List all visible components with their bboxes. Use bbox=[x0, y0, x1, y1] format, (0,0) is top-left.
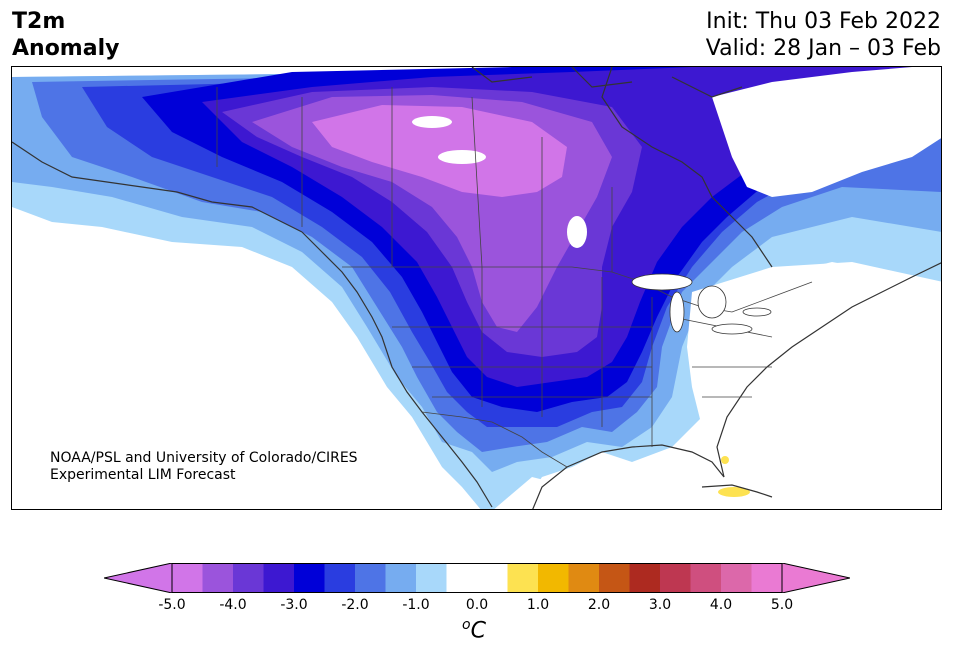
colorbar-segment bbox=[629, 563, 661, 593]
colorbar-over-arrow bbox=[781, 563, 850, 593]
us-mexico-border bbox=[421, 411, 568, 468]
hudson-bay-coast bbox=[601, 67, 773, 268]
colorbar-segment bbox=[172, 563, 203, 593]
colorbar-tick-label: -3.0 bbox=[280, 597, 308, 613]
colorbar-tick-label: 2.0 bbox=[587, 597, 611, 613]
southern-blank bbox=[494, 477, 647, 509]
anomaly-map: NOAA/PSL and University of Colorado/CIRE… bbox=[11, 66, 942, 510]
colorbar-segment bbox=[477, 563, 508, 593]
atlantic-coast bbox=[716, 262, 941, 478]
lake-ontario bbox=[742, 307, 772, 317]
colorbar-outline bbox=[171, 563, 783, 593]
colorbar-tick-label: -5.0 bbox=[158, 597, 186, 613]
colorbar-segment bbox=[568, 563, 600, 593]
map-title: T2m Anomaly bbox=[12, 8, 119, 62]
colorbar-segment bbox=[294, 563, 325, 593]
init-date: Init: Thu 03 Feb 2022 bbox=[706, 9, 941, 34]
credit-line-1: NOAA/PSL and University of Colorado/CIRE… bbox=[50, 450, 358, 466]
colorbar-segment bbox=[599, 563, 630, 593]
colorbar-segment bbox=[385, 563, 417, 593]
lake-erie bbox=[711, 323, 753, 335]
colorbar-segment bbox=[690, 563, 722, 593]
map-canvas bbox=[12, 67, 941, 509]
title-line-1: T2m bbox=[12, 9, 66, 34]
title-line-2: Anomaly bbox=[12, 36, 120, 61]
alaska-coast bbox=[12, 141, 303, 233]
great-bear-lake bbox=[438, 150, 486, 164]
cuba-warm bbox=[718, 487, 750, 497]
colorbar-tick-label: -4.0 bbox=[219, 597, 247, 613]
colorbar-segment bbox=[721, 563, 752, 593]
cuba-outline bbox=[701, 484, 773, 498]
colorbar-segment bbox=[660, 563, 691, 593]
unit-letter: C bbox=[470, 618, 486, 644]
valid-range: Valid: 28 Jan – 03 Feb bbox=[705, 36, 941, 61]
florida-warm bbox=[721, 456, 729, 464]
colorbar-segment bbox=[263, 563, 295, 593]
colorbar-segment bbox=[446, 563, 478, 593]
province-lines bbox=[301, 87, 613, 272]
colorbar-segment bbox=[233, 563, 264, 593]
colorbar-segment bbox=[416, 563, 447, 593]
gulf-coast bbox=[532, 444, 725, 509]
colorbar-tick-label: -1.0 bbox=[402, 597, 430, 613]
colorbar-tick-label: -2.0 bbox=[341, 597, 369, 613]
colorbar-segment bbox=[202, 563, 234, 593]
colorbar-tick-label: 4.0 bbox=[709, 597, 733, 613]
blank-regions bbox=[412, 67, 941, 509]
lake-hudson-bay bbox=[412, 116, 452, 128]
colorbar-segment bbox=[751, 563, 783, 593]
pacific-coast bbox=[301, 231, 493, 508]
lake-superior bbox=[631, 273, 693, 291]
colorbar bbox=[104, 563, 850, 593]
lake-michigan bbox=[669, 291, 685, 333]
lake-huron bbox=[697, 285, 727, 319]
great-lakes bbox=[631, 273, 772, 335]
forecast-dates: Init: Thu 03 Feb 2022 Valid: 28 Jan – 03… bbox=[706, 8, 941, 62]
colorbar-unit: oC bbox=[462, 617, 486, 643]
colorbar-under-arrow bbox=[104, 563, 173, 593]
colorbar-tick-label: 3.0 bbox=[648, 597, 672, 613]
colorbar-ticks: -5.0 -4.0 -3.0 -2.0 -1.0 0.0 1.0 2.0 3.0 4.0 5.0 bbox=[0, 597, 953, 617]
eastern-us-blank bbox=[687, 262, 941, 509]
colorbar-segment bbox=[324, 563, 356, 593]
credit-text: NOAA/PSL and University of Colorado/CIRE… bbox=[50, 450, 358, 484]
colorbar-segment bbox=[355, 563, 386, 593]
arctic-islands bbox=[471, 67, 743, 98]
credit-line-2: Experimental LIM Forecast bbox=[50, 467, 236, 483]
warm-spots bbox=[718, 456, 750, 497]
colorbar-segment bbox=[538, 563, 569, 593]
colorbar-tick-label: 1.0 bbox=[526, 597, 550, 613]
colorbar-segment bbox=[507, 563, 539, 593]
colorbar-tick-label: 5.0 bbox=[770, 597, 794, 613]
coastlines bbox=[12, 67, 941, 509]
band-minus-5 bbox=[312, 105, 567, 197]
unit-degree: o bbox=[462, 617, 471, 633]
colorbar-tick-label: 0.0 bbox=[465, 597, 489, 613]
lake-winnipeg bbox=[567, 216, 587, 248]
greenland-blank bbox=[712, 67, 941, 197]
